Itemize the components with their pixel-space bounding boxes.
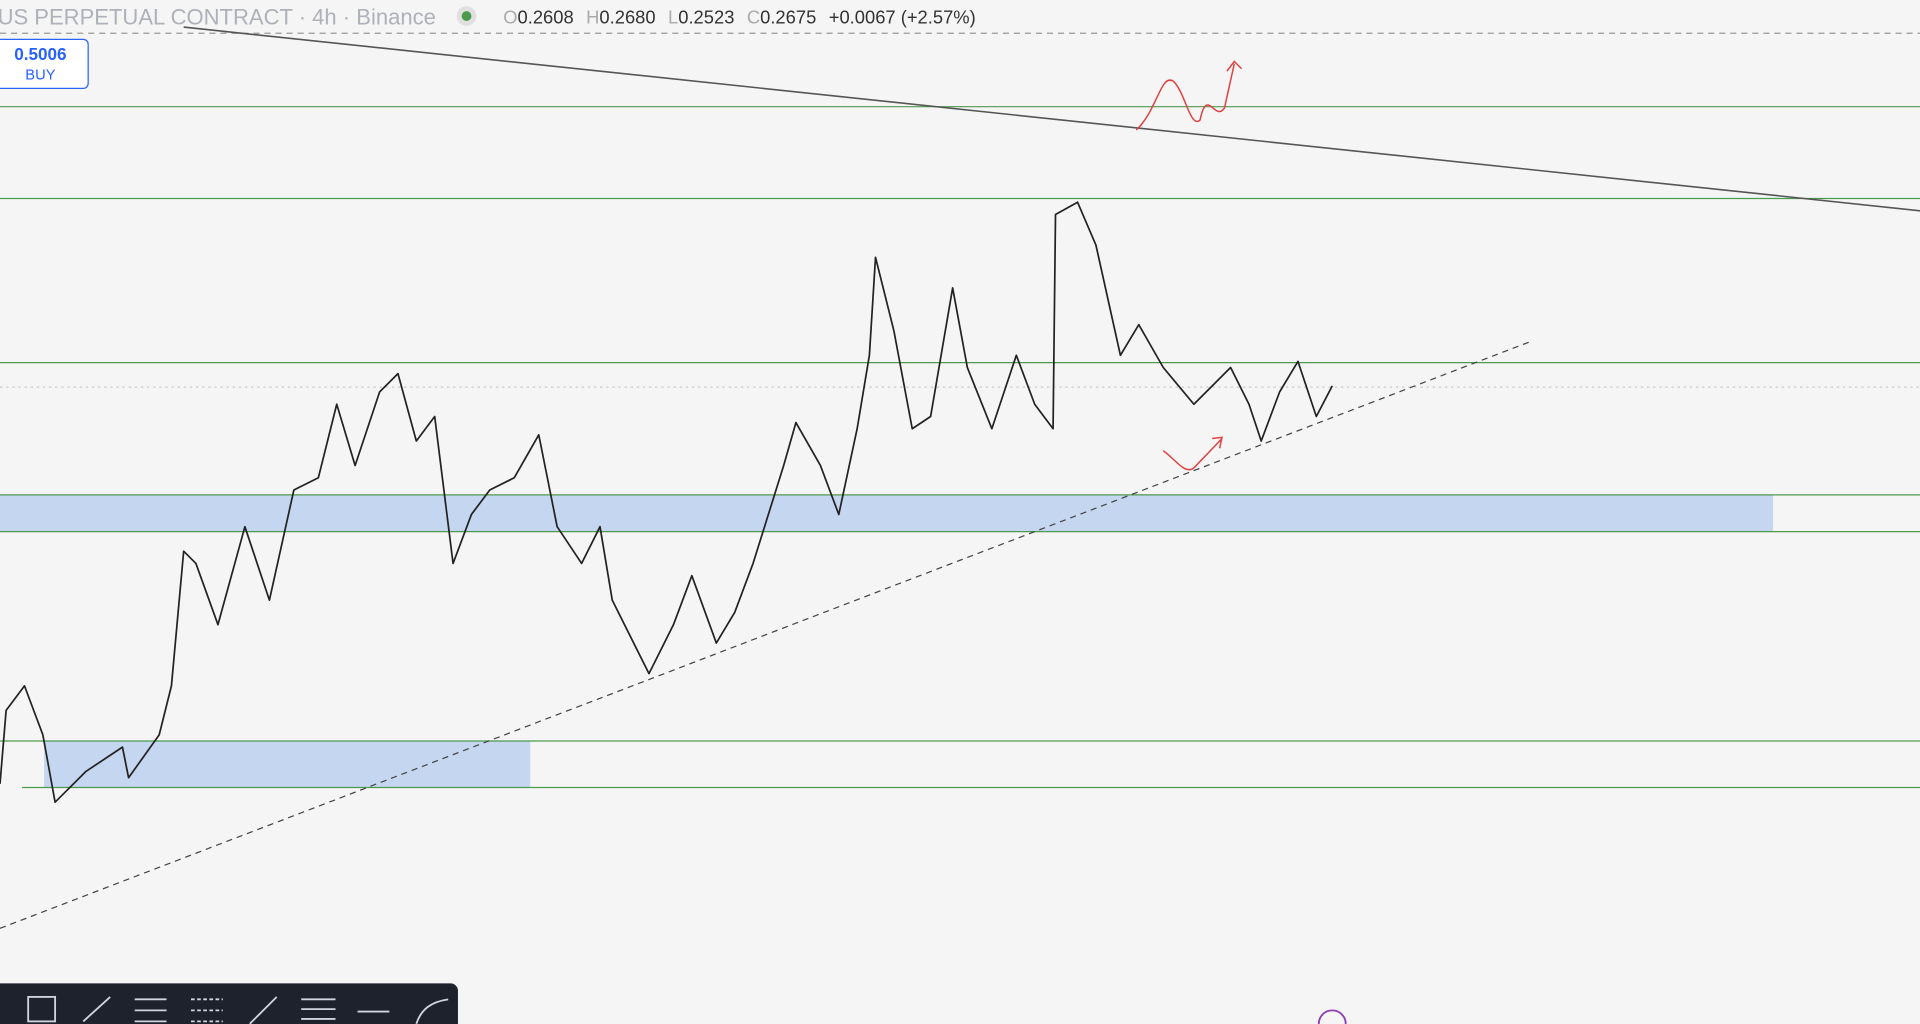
tool-channel[interactable] [191, 998, 223, 1023]
tool-rectangle[interactable] [27, 995, 57, 1023]
change: +0.0067 (+2.57%) [829, 6, 976, 27]
zone [44, 740, 531, 788]
drawing-toolbar [0, 983, 458, 1024]
ohlc-value: 0.2608 [518, 6, 574, 27]
tool-fib[interactable] [134, 998, 167, 1023]
ohlc-label: O [503, 6, 517, 27]
order-box[interactable] [0, 38, 89, 89]
drawing-arrow [1162, 436, 1223, 471]
toolbar-bg [0, 983, 458, 1024]
tool-ray[interactable] [249, 996, 278, 1024]
trend-line [183, 26, 1920, 212]
tool-trendline[interactable] [82, 996, 111, 1023]
ohlc-label: H [586, 6, 599, 27]
ohlc: O0.2608 H0.2680 L0.2523 C0.2675 +0.0067 … [503, 6, 975, 27]
ohlc-value: 0.2675 [760, 6, 816, 27]
trend-line-dashed [0, 339, 1534, 929]
tool-brush[interactable] [415, 998, 449, 1024]
status-dot [461, 11, 472, 21]
ohlc-value: 0.2680 [599, 6, 655, 27]
drawing-arrow [1135, 60, 1243, 131]
tool-lines[interactable] [301, 998, 336, 1020]
ohlc-label: L [668, 6, 678, 27]
horizontal-levels [0, 106, 1920, 789]
zone [0, 494, 1774, 532]
ohlc-label: C [747, 6, 760, 27]
ohlc-value: 0.2523 [678, 6, 734, 27]
order-side: BUY [25, 68, 55, 84]
symbol-title: US PERPETUAL CONTRACT · 4h · Binance [0, 5, 436, 30]
order-price: 0.5006 [14, 44, 66, 64]
price-path [0, 201, 1334, 804]
